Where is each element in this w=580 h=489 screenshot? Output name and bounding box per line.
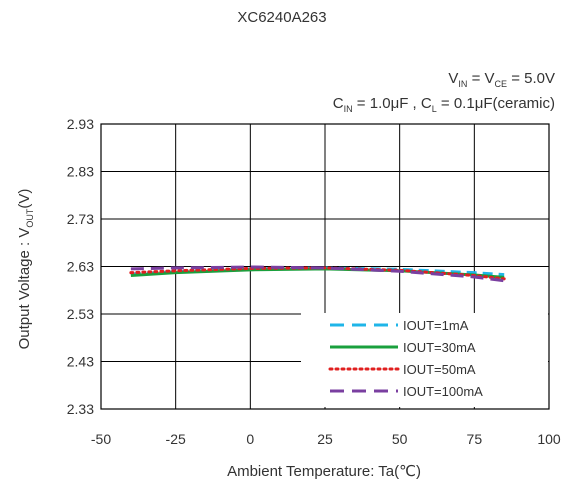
legend: IOUT=1mA IOUT=30mA IOUT=50mA IOUT=100mA [301, 313, 548, 407]
vce-sub: CE [495, 79, 508, 89]
legend-label-3: IOUT=50mA [403, 362, 476, 377]
legend-label-1: IOUT=1mA [403, 318, 469, 333]
x-axis-label: Ambient Temperature: Ta(℃) [227, 463, 421, 480]
y-tick-label: 2.83 [67, 164, 94, 180]
y-tick-label: 2.73 [67, 211, 94, 227]
cin-main: C [333, 95, 344, 112]
legend-label-4: IOUT=100mA [403, 384, 483, 399]
cin-sub: IN [344, 104, 353, 114]
y-tick-labels: 2.93 2.83 2.73 2.63 2.53 2.43 2.33 [67, 116, 94, 417]
y-label-tail: (V) [16, 189, 33, 209]
condition-voltage: VIN = VCE = 5.0V [448, 70, 555, 89]
legend-label-2: IOUT=30mA [403, 340, 476, 355]
chart-title: XC6240A263 [237, 9, 326, 26]
series-lines [129, 265, 506, 283]
x-tick-label: 0 [246, 431, 254, 447]
y-label-sub: OUT [25, 208, 35, 228]
vin-main: V [448, 70, 458, 87]
cl-value: = 0.1μF(ceramic) [437, 95, 555, 112]
condition-capacitance: CIN = 1.0μF , CL = 0.1μF(ceramic) [333, 95, 555, 114]
y-axis-label: Output Voltage : VOUT(V) [16, 189, 35, 350]
plot-frame [100, 123, 550, 410]
x-tick-labels: -50 -25 0 25 50 75 100 [91, 431, 561, 447]
x-tick-label: 100 [537, 431, 561, 447]
cin-value: = 1.0μF , C [353, 95, 432, 112]
x-tick-label: 50 [392, 431, 408, 447]
y-tick-label: 2.53 [67, 306, 94, 322]
voltage-value: = 5.0V [507, 70, 555, 87]
y-label-main: Output Voltage : V [16, 228, 33, 350]
y-tick-label: 2.33 [67, 401, 94, 417]
x-tick-label: -50 [91, 431, 111, 447]
cl-sub: L [432, 104, 437, 114]
y-tick-label: 2.63 [67, 259, 94, 275]
series-line-4 [130, 265, 505, 283]
vce-main: = V [467, 70, 494, 87]
x-tick-label: 25 [317, 431, 333, 447]
x-tick-label: 75 [467, 431, 483, 447]
y-tick-label: 2.93 [67, 116, 94, 132]
y-tick-label: 2.43 [67, 354, 94, 370]
vin-sub: IN [458, 79, 467, 89]
x-tick-label: -25 [166, 431, 186, 447]
